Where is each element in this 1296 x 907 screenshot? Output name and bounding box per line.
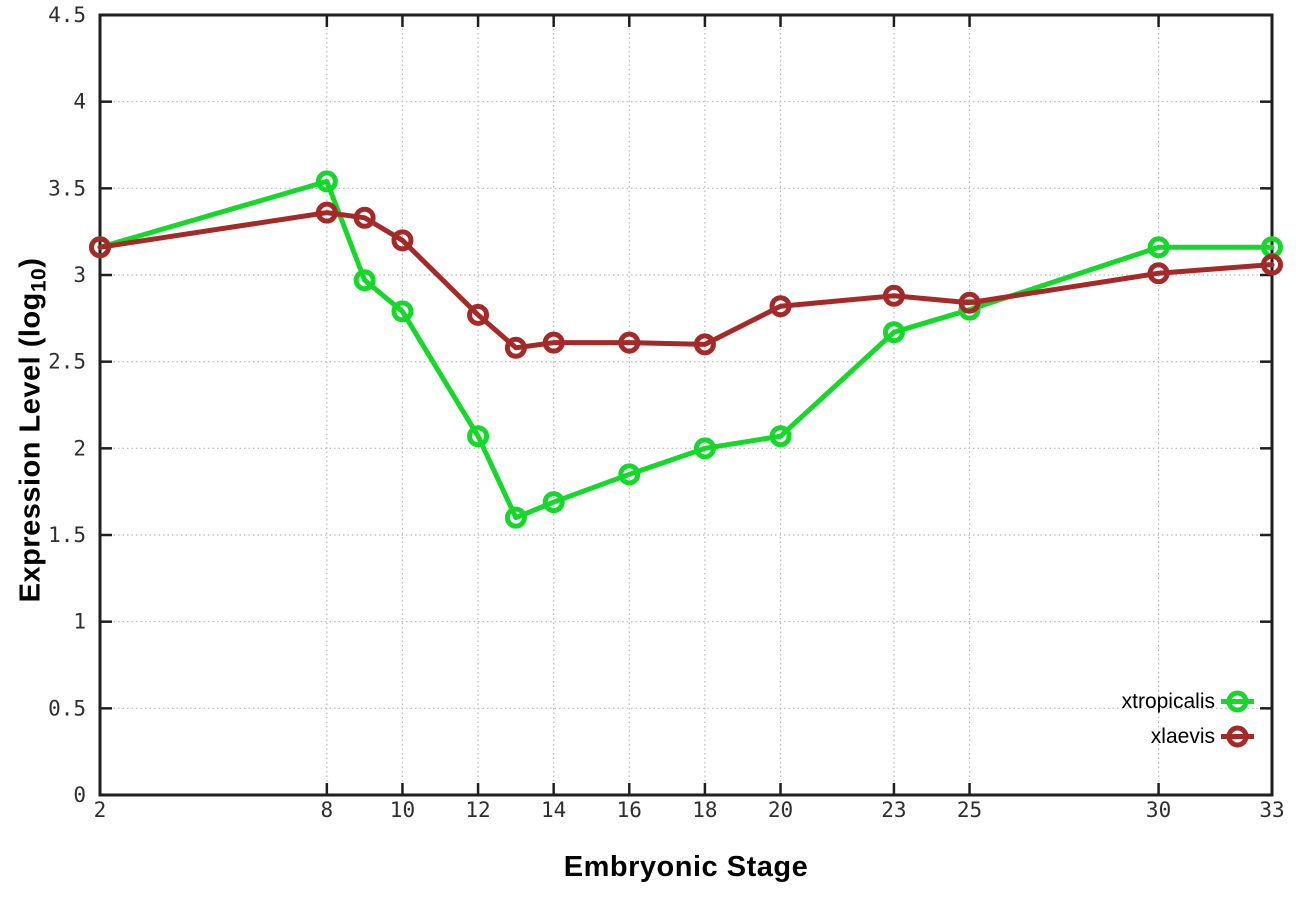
data-point-xtropicalis — [542, 491, 565, 514]
y-tick-label: 2.5 — [48, 350, 86, 374]
y-tick-label: 3.5 — [48, 176, 86, 200]
y-tick-label: 1.5 — [48, 523, 86, 547]
x-tick-label: 18 — [692, 798, 717, 822]
data-point-xlaevis — [89, 236, 111, 259]
legend: xtropicalis xlaevis — [1122, 684, 1215, 754]
legend-sample-marker-xlaevis — [1226, 725, 1249, 748]
x-tick-label: 16 — [617, 798, 642, 822]
data-point-xtropicalis — [618, 463, 641, 486]
x-tick-label: 14 — [541, 798, 566, 822]
data-point-xtropicalis — [467, 425, 490, 448]
data-point-xtropicalis — [504, 506, 527, 529]
data-point-xlaevis — [391, 229, 414, 252]
data-point-xlaevis — [882, 284, 905, 307]
series-line-xlaevis — [97, 210, 1275, 351]
y-tick-label: 4 — [73, 90, 86, 114]
data-point-xtropicalis — [693, 437, 716, 460]
legend-label-xtropicalis: xtropicalis — [1121, 690, 1215, 713]
y-tick-label: 4.5 — [48, 3, 86, 27]
y-axis-title-close: ) — [14, 257, 47, 268]
x-tick-label: 25 — [957, 798, 982, 822]
data-point-xlaevis — [693, 333, 716, 356]
data-point-xlaevis — [769, 295, 792, 318]
data-point-xtropicalis — [391, 300, 414, 323]
x-tick-label: 20 — [768, 798, 793, 822]
legend-item-xlaevis: xlaevis — [1122, 719, 1215, 754]
y-tick-label: 1 — [73, 610, 86, 634]
data-point-xlaevis — [315, 201, 338, 224]
y-axis-title-text: Expression Level (log — [14, 292, 47, 603]
y-axis-title: Expression Level (log10) — [14, 257, 51, 603]
legend-sample-marker-xtropicalis — [1226, 690, 1249, 713]
data-point-xlaevis — [542, 331, 565, 354]
data-point-xtropicalis — [353, 269, 376, 292]
data-point-xtropicalis — [882, 321, 905, 344]
data-point-xlaevis — [353, 206, 376, 229]
x-axis-title: Embryonic Stage — [563, 851, 809, 883]
data-point-xlaevis — [958, 291, 981, 314]
data-point-xtropicalis — [315, 170, 338, 193]
y-tick-label: 3 — [73, 263, 86, 287]
y-tick-label: 2 — [73, 436, 86, 460]
x-tick-label: 23 — [881, 798, 906, 822]
x-tick-label: 10 — [390, 798, 415, 822]
data-point-xlaevis — [504, 336, 527, 359]
x-tick-label: 30 — [1146, 798, 1171, 822]
data-point-xlaevis — [1261, 253, 1283, 276]
y-axis-title-subscript: 10 — [27, 267, 51, 293]
y-tick-label: 0.5 — [48, 696, 86, 720]
plot-border — [98, 13, 1274, 797]
data-point-xtropicalis — [1147, 236, 1170, 259]
y-tick-label: 0 — [73, 783, 86, 807]
data-point-xlaevis — [467, 303, 490, 326]
x-tick-label: 2 — [94, 798, 107, 822]
series-line-xtropicalis — [97, 178, 1275, 521]
x-tick-label: 33 — [1259, 798, 1284, 822]
data-point-xtropicalis — [769, 425, 792, 448]
legend-label-xlaevis: xlaevis — [1150, 725, 1215, 748]
legend-item-xtropicalis: xtropicalis — [1122, 684, 1215, 719]
data-point-xlaevis — [1147, 262, 1170, 285]
x-tick-label: 8 — [321, 798, 334, 822]
x-tick-label: 12 — [465, 798, 490, 822]
data-point-xlaevis — [618, 331, 641, 354]
